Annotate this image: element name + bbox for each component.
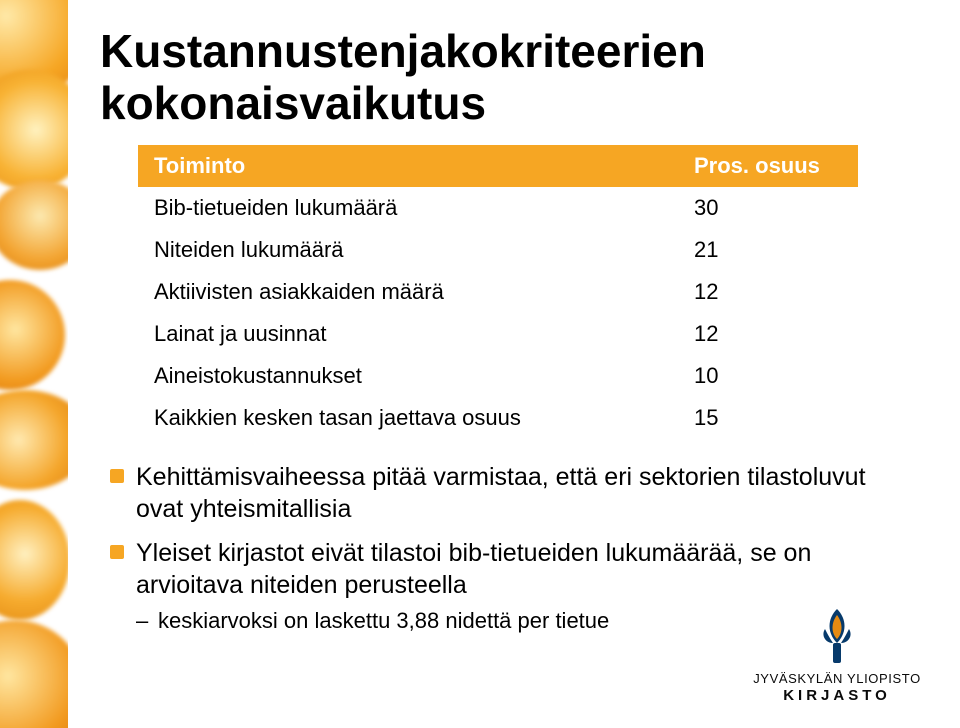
title-line-1: Kustannustenjakokriteerien: [100, 25, 706, 77]
row-value: 12: [678, 313, 858, 355]
bullet-text: Yleiset kirjastot eivät tilastoi bib-tie…: [136, 539, 811, 599]
row-value: 15: [678, 397, 858, 439]
slide-content: Kustannustenjakokriteerien kokonaisvaiku…: [100, 26, 900, 648]
university-name: JYVÄSKYLÄN YLIOPISTO: [742, 671, 932, 686]
table-row: Aktiivisten asiakkaiden määrä 12: [138, 271, 858, 313]
row-label: Niteiden lukumäärä: [138, 229, 678, 271]
table-row: Aineistokustannukset 10: [138, 355, 858, 397]
row-label: Lainat ja uusinnat: [138, 313, 678, 355]
list-item: Kehittämisvaiheessa pitää varmistaa, ett…: [106, 461, 900, 525]
row-value: 21: [678, 229, 858, 271]
row-label: Kaikkien kesken tasan jaettava osuus: [138, 397, 678, 439]
table-row: Lainat ja uusinnat 12: [138, 313, 858, 355]
title-line-2: kokonaisvaikutus: [100, 77, 486, 129]
page-title: Kustannustenjakokriteerien kokonaisvaiku…: [100, 26, 900, 129]
sub-bullet-text: keskiarvoksi on laskettu 3,88 nidettä pe…: [158, 608, 609, 633]
table-header-left: Toiminto: [138, 145, 678, 187]
table-row: Bib-tietueiden lukumäärä 30: [138, 187, 858, 229]
row-value: 12: [678, 271, 858, 313]
row-value: 30: [678, 187, 858, 229]
table-row: Niteiden lukumäärä 21: [138, 229, 858, 271]
flame-icon: [807, 603, 867, 667]
row-label: Bib-tietueiden lukumäärä: [138, 187, 678, 229]
row-value: 10: [678, 355, 858, 397]
row-label: Aktiivisten asiakkaiden määrä: [138, 271, 678, 313]
table-header-right: Pros. osuus: [678, 145, 858, 187]
row-label: Aineistokustannukset: [138, 355, 678, 397]
bullet-text: Kehittämisvaiheessa pitää varmistaa, ett…: [136, 463, 866, 523]
table-row: Kaikkien kesken tasan jaettava osuus 15: [138, 397, 858, 439]
university-logo: JYVÄSKYLÄN YLIOPISTO KIRJASTO: [742, 603, 932, 704]
decorative-side-strip: [0, 0, 68, 728]
library-label: KIRJASTO: [742, 687, 932, 704]
cost-criteria-table: Toiminto Pros. osuus Bib-tietueiden luku…: [138, 145, 858, 439]
